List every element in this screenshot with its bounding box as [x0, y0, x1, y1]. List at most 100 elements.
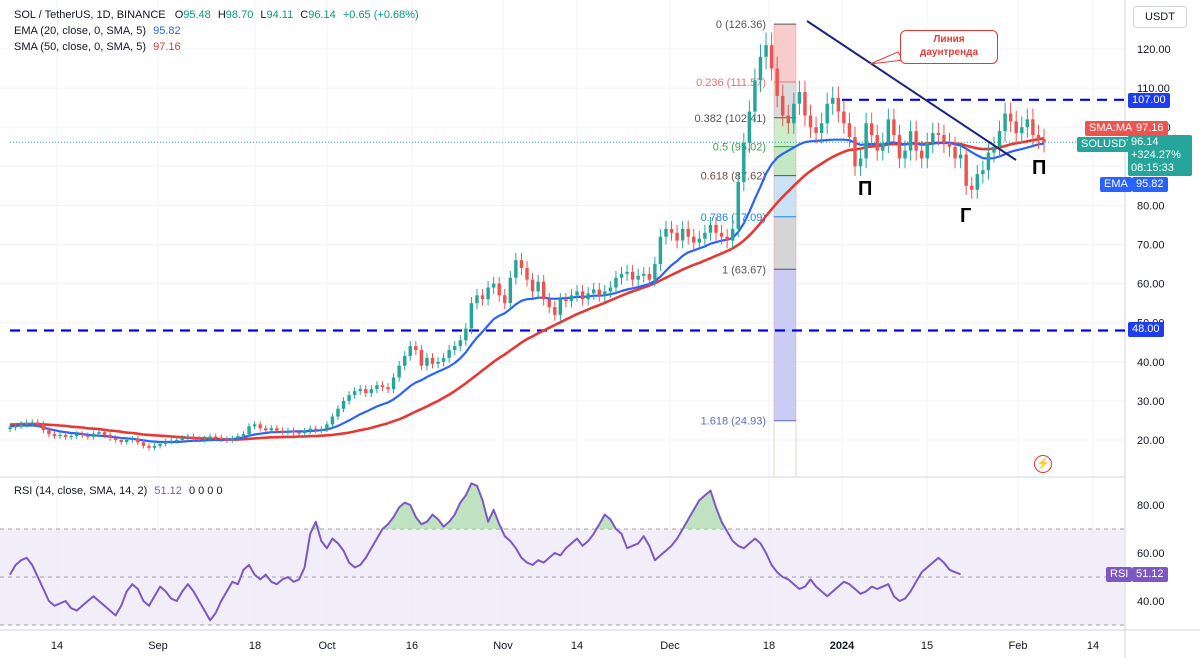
candle-body: [252, 424, 257, 427]
candle-body: [636, 275, 640, 280]
candle-body: [725, 236, 729, 241]
fib-label: 0.786 (77.09): [701, 212, 766, 224]
candle-body: [642, 273, 646, 276]
candle-body: [981, 170, 985, 175]
candle-body: [508, 277, 513, 304]
candle-body: [63, 434, 68, 437]
rsi-legend-label: RSI (14, close, SMA, 14, 2): [14, 485, 148, 497]
candle-body: [302, 431, 307, 433]
bar-countdown: 08:15:33: [1131, 162, 1174, 174]
high-label: H: [217, 9, 226, 21]
price-tick-label: 40.00: [1137, 357, 1165, 369]
candle-body: [653, 264, 657, 280]
candle-body: [619, 273, 624, 278]
candle-body: [591, 289, 596, 294]
candle-body: [847, 123, 852, 137]
candle-body: [113, 438, 118, 440]
level-48-badge: 48.00: [1128, 322, 1164, 337]
candle-body: [986, 152, 991, 171]
candle-body: [525, 267, 529, 280]
candle-body: [369, 389, 374, 394]
candle-body: [692, 236, 696, 243]
candle-body: [80, 434, 84, 436]
candle-body: [825, 103, 829, 124]
candle-body: [519, 260, 524, 268]
lightning-icon[interactable]: ⚡: [1034, 455, 1052, 473]
candle-body: [630, 271, 635, 280]
fib-label: 0 (126.36): [716, 19, 766, 31]
candle-body: [491, 283, 496, 288]
candle-body: [141, 442, 146, 446]
rsi-legend: RSI (14, close, SMA, 14, 2) 51.12 0 0 0 …: [14, 485, 223, 497]
candle-body: [569, 295, 574, 302]
candle-body: [158, 443, 162, 446]
candle-body: [441, 357, 446, 362]
horizontal-levels: [10, 98, 1125, 332]
candle-body: [1020, 127, 1024, 134]
downtrend-annotation-line2: даунтренда: [919, 47, 979, 58]
candle-body: [875, 135, 879, 151]
candle-body: [319, 429, 324, 431]
candle-body: [564, 299, 568, 302]
price-tick-label: 120.00: [1137, 44, 1171, 56]
candle-body: [147, 445, 151, 448]
currency-selector-button[interactable]: USDT: [1133, 6, 1187, 28]
candle-body: [375, 385, 379, 390]
candle-body: [714, 224, 718, 233]
symbol-name: SOL / TetherUS, 1D, BINANCE: [14, 9, 166, 21]
rsi-overbought-fill: [382, 483, 505, 529]
candle-body: [464, 328, 468, 341]
price-tick-label: 70.00: [1137, 240, 1165, 252]
ema-tag: EMA: [1100, 177, 1132, 192]
candle-body: [414, 346, 418, 351]
candle-body: [975, 174, 980, 190]
candle-body: [881, 142, 885, 151]
last-price-change: +324.27%: [1131, 149, 1181, 161]
candle-body: [547, 299, 551, 308]
candle-body: [408, 346, 412, 356]
candle-body: [91, 433, 96, 437]
candle-body: [219, 437, 223, 440]
candle-body: [30, 422, 34, 424]
candle-body: [191, 436, 196, 439]
candle-body: [814, 127, 818, 134]
candle-body: [869, 123, 874, 136]
candle-body: [730, 228, 735, 241]
candle-body: [536, 281, 540, 292]
time-tick-label: 18: [249, 640, 261, 652]
sma-legend-value: 97.16: [153, 41, 181, 53]
candle-body: [903, 150, 907, 159]
candle-body: [947, 142, 952, 147]
fibonacci-retracement: 0 (126.36)0.236 (111.57)0.382 (102.41)0.…: [694, 19, 797, 476]
time-tick-label: 15: [921, 640, 933, 652]
candle-body: [753, 80, 757, 112]
candle-body: [836, 97, 841, 112]
candle-body: [858, 158, 863, 167]
candle-body: [136, 438, 140, 443]
candle-body: [163, 441, 168, 444]
candle-body: [286, 430, 290, 432]
candle-body: [769, 45, 774, 69]
low-label: L: [260, 9, 267, 21]
candle-body: [764, 45, 768, 57]
candle-body: [152, 445, 157, 448]
fib-label: 0.5 (95.02): [713, 142, 766, 154]
ema-legend-value: 95.82: [153, 25, 181, 37]
candle-body: [69, 436, 73, 438]
candle-body: [47, 430, 51, 435]
fib-label: 0.236 (111.57): [696, 77, 766, 89]
moving-averages: [9, 137, 1045, 444]
candle-body: [19, 424, 23, 426]
candle-body: [119, 440, 123, 442]
rsi-legend-extra: 0 0 0 0: [188, 485, 223, 497]
candle-body: [819, 123, 824, 134]
candle-body: [580, 291, 585, 300]
downtrend-line-group: [806, 20, 1017, 161]
candle-body: [13, 425, 18, 428]
candle-body: [97, 432, 101, 434]
rsi-overbought-fill: [682, 490, 728, 529]
rsi-tick-label: 40.00: [1137, 596, 1165, 608]
last-price-value: 96.14: [1131, 136, 1159, 148]
candle-body: [658, 236, 663, 265]
